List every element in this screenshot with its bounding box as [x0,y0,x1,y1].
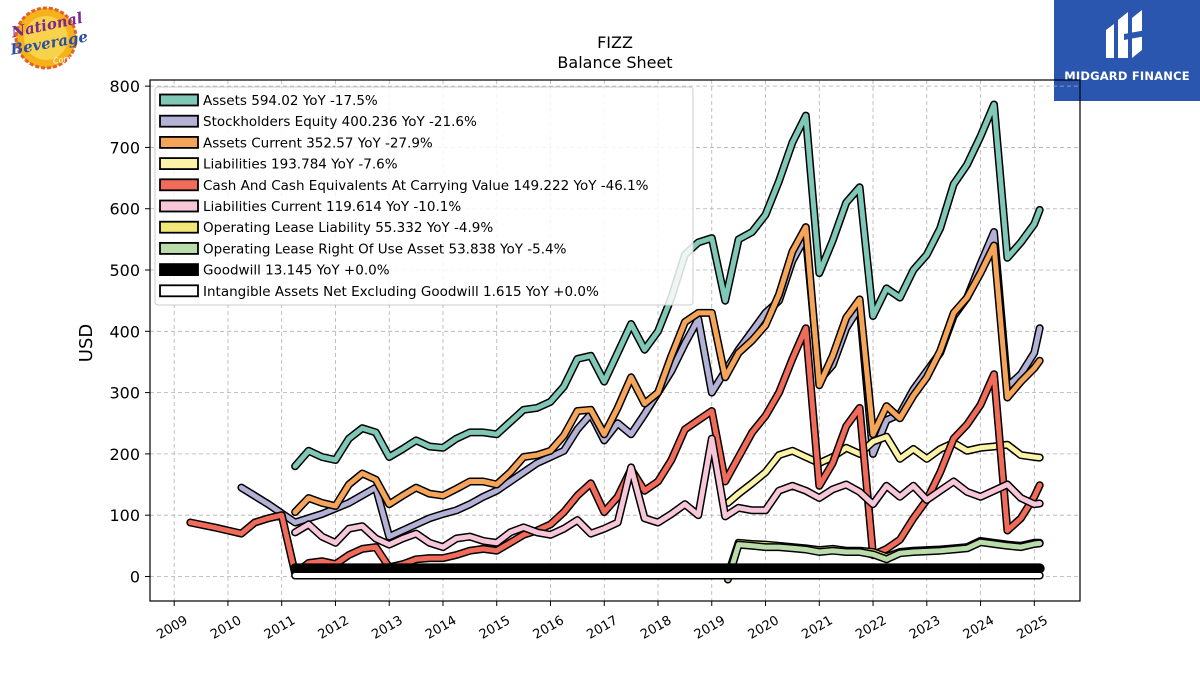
midgard-finance-logo: MIDGARD FINANCE [1054,0,1200,101]
national-beverage-logo: National Beverage Corp. [8,6,89,70]
x-tick-label: 2021 [799,613,835,643]
midgard-finance-text: MIDGARD FINANCE [1064,69,1190,83]
x-tick-label: 2014 [423,613,459,643]
series-line [292,436,1043,550]
series-7 [723,538,1044,584]
series-line [725,434,1043,506]
legend-item: Operating Lease Liability 55.332 YoY -4.… [159,220,493,236]
legend-swatch [159,284,199,298]
series-line [725,539,1043,582]
y-tick-label: 200 [109,445,140,464]
legend-swatch [159,178,199,192]
legend-swatch [159,199,199,213]
y-axis-label: USD [76,324,97,362]
y-tick-label: 100 [109,506,140,525]
legend: Assets 594.02 YoY -17.5% Stockholders Equ… [154,86,694,306]
x-tick-label: 2019 [692,613,728,643]
legend-swatch [159,93,199,107]
x-tick-label: 2022 [853,613,889,643]
legend-item: Assets Current 352.57 YoY -27.9% [159,135,433,151]
legend-item: Assets 594.02 YoY -17.5% [159,93,378,109]
plot-frame [149,79,1081,602]
legend-label: Stockholders Equity 400.236 YoY -21.6% [203,114,477,130]
y-tick-label: 0 [130,567,140,586]
legend-label: Intangible Assets Net Excluding Goodwill… [203,284,599,300]
x-tick-label: 2023 [907,613,943,643]
y-tick-label: 800 [109,77,140,96]
y-tick-label: 500 [109,261,140,280]
midgard-emblem-icon [1106,10,1146,58]
legend-swatch [159,220,199,234]
x-tick-label: 2012 [316,613,352,643]
x-tick-label: 2018 [638,613,674,643]
legend-box [154,86,694,306]
legend-swatch [159,157,199,171]
y-tick-label: 300 [109,384,140,403]
legend-label: Operating Lease Liability 55.332 YoY -4.… [203,220,493,236]
legend-swatch [159,241,199,255]
legend-item: Goodwill 13.145 YoY +0.0% [159,263,390,279]
legend-label: Operating Lease Right Of Use Asset 53.83… [203,241,567,257]
x-tick-label: 2025 [1014,613,1050,643]
series-line [292,224,1043,515]
legend-label: Liabilities Current 119.614 YoY -10.1% [203,199,461,215]
legend-swatch [159,135,199,149]
x-tick-label: 2024 [961,613,997,643]
x-tick-label: 2015 [477,613,513,643]
x-tick-label: 2016 [531,613,567,643]
legend-item: Intangible Assets Net Excluding Goodwill… [159,284,599,300]
chart-ticker: FIZZ [597,33,633,52]
y-tick-label: 700 [109,138,140,157]
legend-label: Liabilities 193.784 YoY -7.6% [203,157,398,173]
legend-item: Operating Lease Right Of Use Asset 53.83… [159,241,567,257]
legend-item: Liabilities Current 119.614 YoY -10.1% [159,199,461,215]
x-tick-label: 2017 [584,613,620,643]
x-tick-label: 2011 [262,613,298,643]
legend-label: Cash And Cash Equivalents At Carrying Va… [203,178,649,194]
legend-swatch [159,263,199,277]
x-tick-label: 2010 [208,613,244,643]
y-tick-label: 600 [109,200,140,219]
y-tick-label: 400 [109,322,140,341]
legend-label: Goodwill 13.145 YoY +0.0% [203,263,390,279]
series-3 [723,432,1044,507]
legend-item: Liabilities 193.784 YoY -7.6% [159,157,398,173]
x-tick-label: 2013 [369,613,405,643]
x-tick-label: 2009 [154,613,190,643]
chart-title: Balance Sheet [557,53,672,72]
series-2 [291,223,1044,517]
legend-swatch [159,114,199,128]
logo-word-corp: Corp. [52,53,75,66]
series-5 [291,434,1044,552]
x-tick-label: 2020 [746,613,782,643]
legend-label: Assets 594.02 YoY -17.5% [203,93,378,109]
legend-label: Assets Current 352.57 YoY -27.9% [203,135,433,151]
legend-item: Cash And Cash Equivalents At Carrying Va… [159,178,649,194]
legend-item: Stockholders Equity 400.236 YoY -21.6% [159,114,477,130]
